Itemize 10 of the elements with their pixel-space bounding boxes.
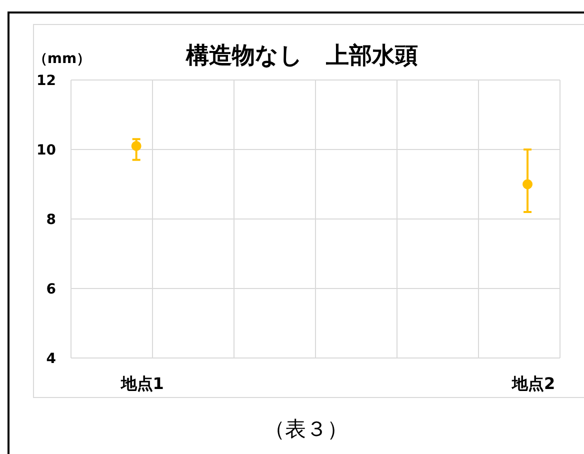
y-axis-title: （mm）: [33, 51, 91, 67]
y-tick-label: 4: [46, 351, 56, 367]
y-tick-label: 10: [36, 142, 56, 158]
y-tick-label: 6: [46, 282, 56, 298]
x-tick-label: 地点2: [510, 374, 556, 393]
y-tick-label: 12: [36, 73, 56, 89]
x-tick-label: 地点1: [120, 374, 164, 393]
chart-title: 構造物なし 上部水頭: [185, 43, 418, 69]
y-tick-label: 8: [46, 212, 56, 228]
text: （表３）: [264, 417, 348, 441]
